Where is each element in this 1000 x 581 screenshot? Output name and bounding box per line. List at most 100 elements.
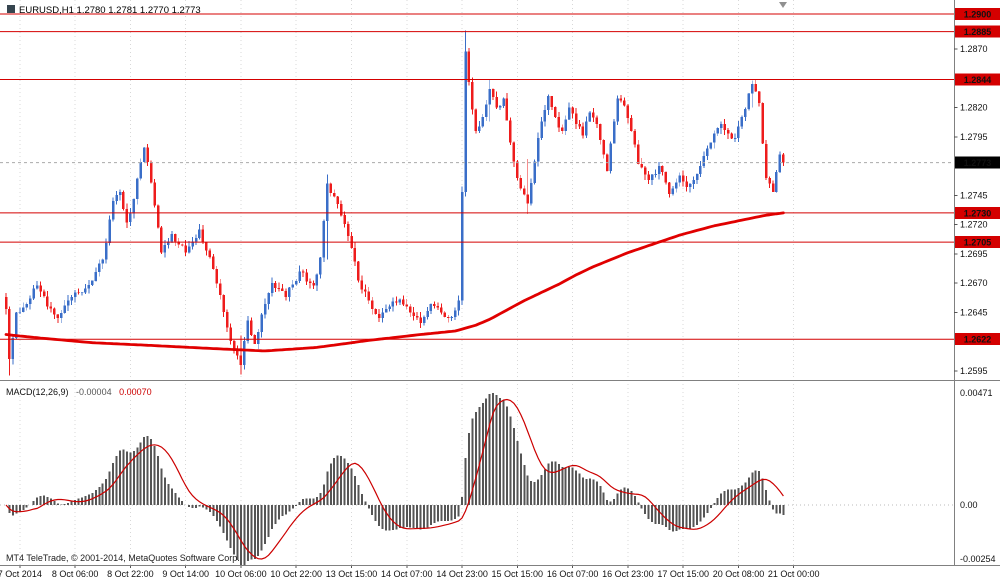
time-tick-label: 21 Oct 00:00	[768, 569, 820, 579]
candle	[218, 279, 222, 300]
macd-pane[interactable]	[0, 393, 954, 566]
candle	[239, 335, 243, 375]
candle	[187, 241, 191, 254]
candle	[11, 335, 15, 365]
price-tick-label: 1.2745	[960, 190, 988, 200]
level-price-badge: 1.2730	[955, 206, 1000, 219]
candle	[49, 301, 53, 313]
candle	[374, 308, 377, 315]
candle	[301, 269, 305, 277]
candle	[205, 241, 208, 256]
candle	[18, 307, 22, 314]
candle	[288, 287, 291, 302]
candle	[170, 230, 174, 243]
candle	[53, 307, 56, 319]
candle	[761, 102, 764, 145]
svg-text:1.2773: 1.2773	[964, 158, 992, 168]
candle	[505, 92, 509, 121]
candle	[516, 159, 519, 181]
candle	[491, 88, 495, 100]
candle	[692, 176, 695, 190]
level-price-badge: 1.2844	[955, 73, 1000, 86]
candle	[294, 279, 298, 287]
candle	[726, 128, 730, 139]
candle	[564, 115, 567, 135]
candle	[523, 185, 526, 196]
time-tick-label: 8 Oct 06:00	[52, 569, 99, 579]
candle	[778, 151, 782, 173]
candle	[540, 116, 543, 140]
candle	[723, 119, 726, 135]
macd-zero-label: 0.00	[960, 500, 978, 510]
candle	[222, 294, 225, 317]
candle	[212, 253, 215, 270]
candle	[415, 311, 419, 320]
candle	[561, 124, 564, 134]
candle	[98, 259, 101, 277]
candle	[232, 340, 236, 354]
price-axis[interactable]: 1.2870 1.2820 1.2795 1.2745 1.2720 1.2695 1.26…	[954, 8, 1000, 376]
candle	[623, 97, 626, 107]
candle	[599, 123, 602, 145]
time-axis[interactable]: 7 Oct 2014 8 Oct 06:00 8 Oct 22:00 9 Oct 14…	[0, 566, 819, 579]
candle	[146, 144, 149, 167]
candle	[657, 162, 661, 180]
candle	[353, 242, 357, 267]
macd-main-value: -0.00004	[76, 387, 112, 397]
candle	[357, 260, 360, 283]
candle	[550, 95, 554, 110]
candle	[637, 139, 640, 165]
candle	[443, 311, 447, 318]
candle	[647, 171, 650, 184]
candle	[654, 169, 657, 178]
time-tick-label: 7 Oct 2014	[0, 569, 42, 579]
candle	[4, 292, 8, 315]
candle	[284, 288, 288, 301]
chart-shift-marker[interactable]	[779, 2, 787, 8]
macd-max-label: 0.00471	[960, 388, 993, 398]
svg-text:1.2885: 1.2885	[964, 27, 992, 37]
candle	[695, 173, 699, 185]
candle	[699, 161, 702, 177]
candle	[574, 107, 578, 129]
candle	[225, 309, 229, 333]
candle	[194, 234, 198, 246]
candle	[526, 159, 529, 215]
candle	[25, 302, 28, 311]
time-tick-label: 14 Oct 07:00	[381, 569, 433, 579]
macd-title: MACD(12,26,9)	[6, 387, 69, 397]
candle	[782, 153, 785, 167]
candle	[678, 172, 681, 187]
copyright-label: MT4 TeleTrade, © 2001-2014, MetaQuotes S…	[6, 553, 240, 563]
candle	[208, 248, 212, 259]
macd-signal-value: 0.00070	[119, 387, 152, 397]
candle	[377, 309, 381, 322]
candle	[706, 145, 709, 161]
candle	[118, 189, 122, 201]
candle	[737, 120, 740, 143]
candle	[536, 132, 540, 167]
candle	[664, 171, 668, 185]
candle	[609, 141, 612, 174]
candle	[740, 115, 744, 130]
time-tick-label: 20 Oct 08:00	[713, 569, 765, 579]
candle	[529, 178, 533, 206]
time-tick-label: 17 Oct 15:00	[657, 569, 709, 579]
candle	[125, 203, 129, 229]
candle	[478, 121, 481, 134]
candles-layer[interactable]	[4, 30, 785, 376]
candle	[104, 238, 108, 264]
candle	[360, 275, 364, 294]
candle	[305, 269, 308, 285]
candle	[63, 300, 66, 314]
level-price-badge: 1.2900	[955, 8, 1000, 20]
candle	[747, 93, 751, 111]
candle	[260, 312, 263, 338]
moving-average-line[interactable]	[4, 211, 785, 353]
candle	[308, 278, 312, 289]
candle	[28, 295, 32, 310]
candle	[616, 95, 619, 125]
candle	[198, 223, 201, 240]
